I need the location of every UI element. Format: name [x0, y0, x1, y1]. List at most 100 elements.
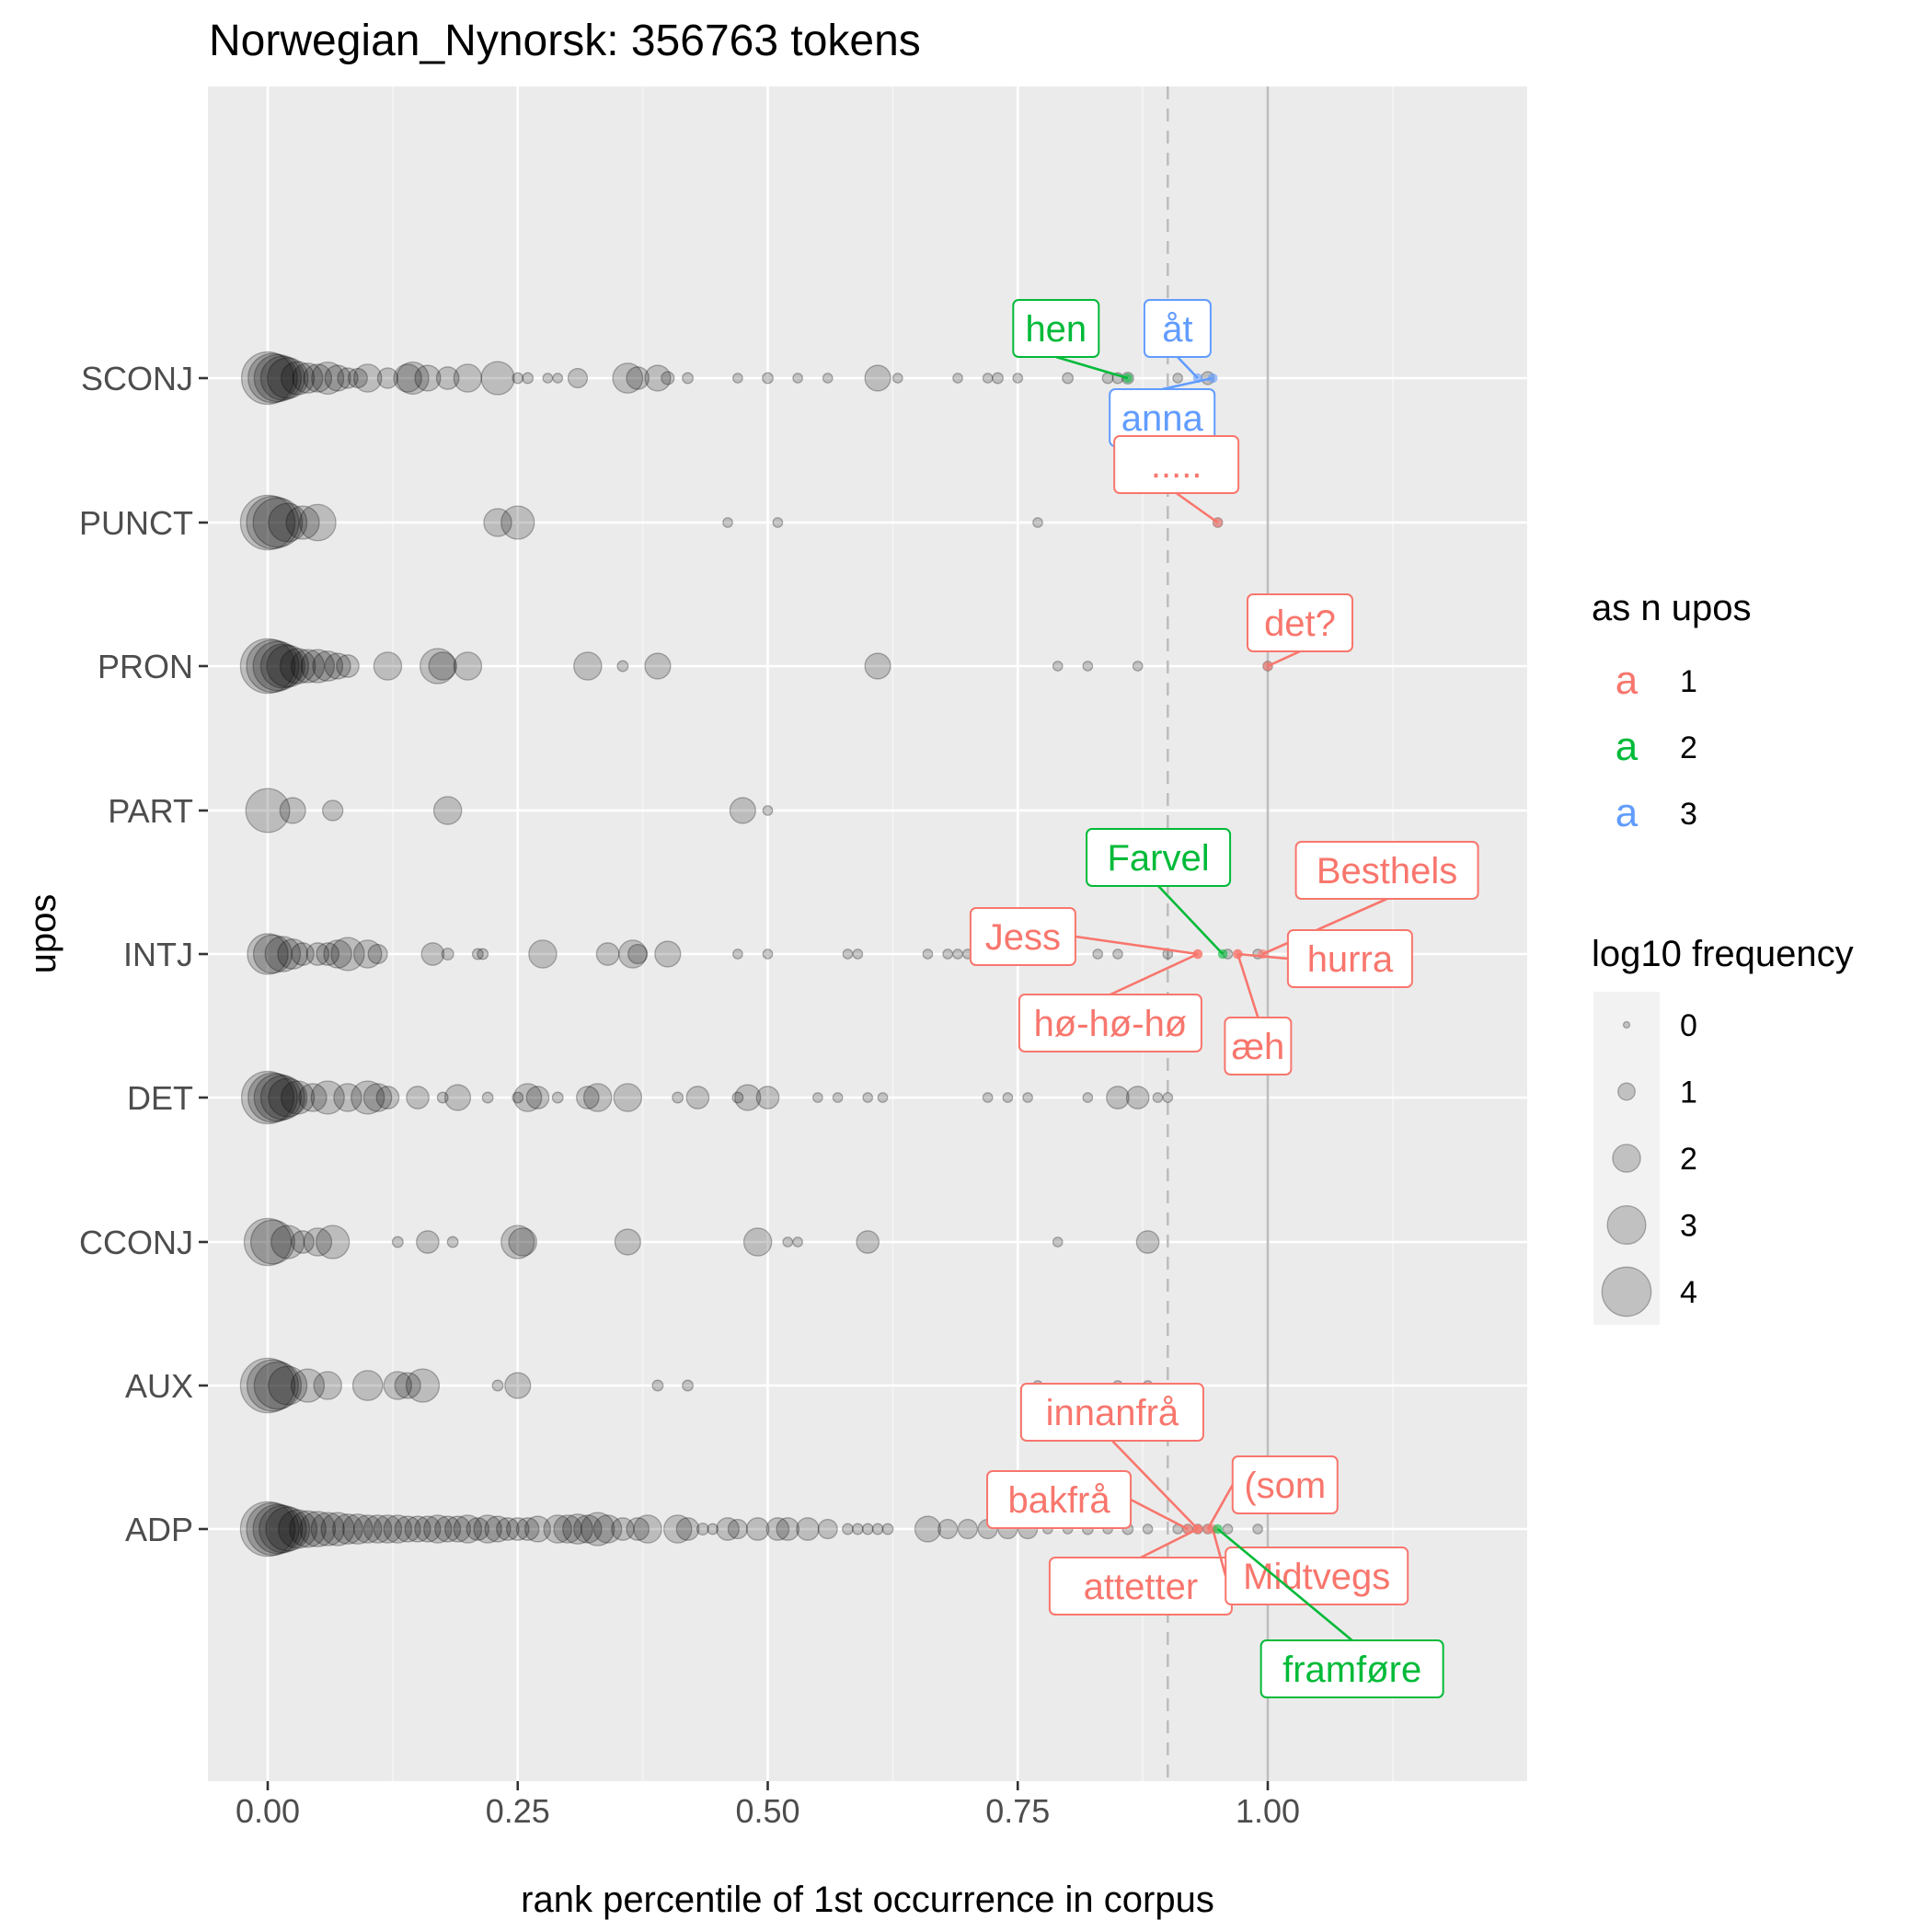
- point-annotations: hen åt anna..... det? Farvel Besthels Jess hurr…: [969, 299, 1479, 1698]
- data-point: [291, 942, 315, 966]
- data-point: [1172, 373, 1184, 384]
- data-point: [351, 1370, 384, 1401]
- data-point: [772, 517, 784, 528]
- legend-color-label: 2: [1680, 730, 1697, 765]
- data-point: [627, 943, 649, 965]
- data-point: [253, 1361, 303, 1410]
- data-point: [528, 939, 558, 969]
- legend-size-label: 0: [1680, 1008, 1697, 1043]
- annotation-label: bakfrå: [986, 1470, 1193, 1535]
- legend-size-key: [1622, 1020, 1631, 1029]
- data-point: [851, 1523, 864, 1535]
- data-point: [581, 1512, 615, 1547]
- x-axis: 0.00 0.25 0.50 0.75 1.00: [236, 1781, 1300, 1830]
- data-point: [543, 1514, 572, 1544]
- data-point: [732, 373, 743, 384]
- data-point: [952, 949, 963, 960]
- data-point: [682, 372, 695, 385]
- y-tick-label: AUX: [125, 1367, 193, 1405]
- data-point: [252, 497, 304, 548]
- x-axis-label: rank percentile of 1st occurrence in cor…: [521, 1880, 1214, 1920]
- data-point: [1062, 372, 1075, 385]
- annotation-label: det?: [1247, 593, 1353, 672]
- data-point: [453, 1514, 483, 1544]
- data-point: [765, 1517, 790, 1541]
- legend-size-key: [1617, 1082, 1636, 1101]
- annotation-leader: [1110, 952, 1199, 996]
- data-point: [337, 367, 359, 389]
- data-point: [443, 1084, 472, 1111]
- annotation-label: æh: [1224, 949, 1293, 1075]
- data-point: [731, 1091, 744, 1104]
- annotation-leader: [1216, 1527, 1353, 1642]
- data-point: [246, 638, 300, 694]
- data-point: [391, 1236, 404, 1248]
- data-point: [252, 640, 304, 692]
- data-point: [336, 654, 360, 678]
- annotated-point: [1192, 1524, 1203, 1535]
- data-point: [303, 1227, 333, 1257]
- annotation-box: [1294, 841, 1479, 900]
- data-points: [239, 351, 1273, 1558]
- annotation-label: hurra: [1233, 929, 1413, 988]
- data-point: [264, 936, 302, 972]
- data-point: [992, 372, 1004, 385]
- data-point: [303, 363, 333, 393]
- data-point: [321, 799, 344, 822]
- data-point: [406, 1086, 430, 1110]
- data-point: [811, 1092, 823, 1103]
- annotation-label: hen: [1012, 299, 1133, 384]
- data-point: [347, 367, 368, 389]
- data-point: [553, 1514, 582, 1544]
- data-point: [341, 1513, 374, 1545]
- data-point: [792, 373, 803, 384]
- data-point: [982, 373, 994, 384]
- data-point: [299, 1511, 337, 1547]
- data-point: [362, 1514, 393, 1544]
- data-point: [504, 1372, 532, 1399]
- data-point: [441, 947, 454, 961]
- y-tick-label: INTJ: [123, 936, 193, 973]
- annotation-box: [1224, 1017, 1293, 1075]
- chart-title: Norwegian_Nynorsk: 356763 tokens: [209, 17, 921, 65]
- annotation-leader: [1140, 1527, 1199, 1559]
- data-point: [259, 355, 305, 401]
- annotation-text: Jess: [985, 917, 1061, 958]
- data-point: [466, 1517, 490, 1541]
- data-point: [491, 1379, 504, 1392]
- data-point: [352, 363, 383, 393]
- data-point: [512, 1091, 524, 1104]
- data-point: [575, 1086, 600, 1110]
- annotation-box: [1259, 1639, 1444, 1698]
- data-point: [1132, 661, 1144, 672]
- data-point: [644, 652, 672, 680]
- data-point: [313, 1371, 342, 1400]
- annotated-point: [1233, 949, 1243, 960]
- y-tick-label: SCONJ: [81, 360, 193, 397]
- data-point: [682, 1379, 695, 1392]
- legend-size-label: 4: [1680, 1275, 1697, 1310]
- legend-size-title: log10 frequency: [1592, 934, 1854, 974]
- data-point: [259, 1075, 305, 1121]
- data-point: [394, 1515, 421, 1543]
- y-axis: ADP AUX CCONJ DET INTJ PART PRON PUNCT SCONJ: [79, 360, 208, 1548]
- annotation-label: anna: [1109, 373, 1218, 447]
- data-point: [729, 797, 756, 824]
- data-point: [245, 788, 291, 834]
- data-point: [323, 939, 352, 969]
- data-point: [280, 1080, 316, 1115]
- annotation-label: .....: [1113, 435, 1240, 528]
- annotation-label: hø-hø-hø: [1018, 949, 1203, 1052]
- data-point: [265, 1506, 311, 1552]
- data-point: [523, 1515, 552, 1543]
- legend-size-label: 2: [1680, 1142, 1697, 1177]
- x-tick-label: 1.00: [1236, 1792, 1300, 1830]
- legend-color-key: a: [1616, 724, 1639, 769]
- data-point: [240, 1070, 295, 1125]
- data-point: [727, 1518, 748, 1540]
- data-point: [267, 357, 309, 399]
- legend-size-key: [1601, 1266, 1652, 1317]
- data-point: [633, 1514, 662, 1544]
- data-point: [707, 1523, 719, 1535]
- x-tick-label: 0.00: [236, 1792, 300, 1830]
